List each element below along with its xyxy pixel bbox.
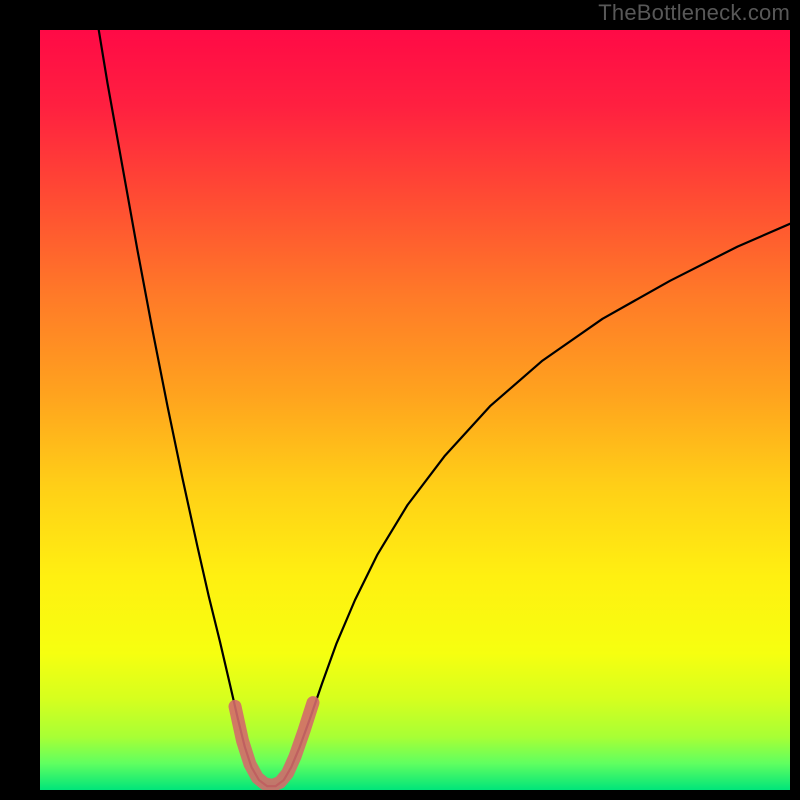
gradient-background — [40, 30, 790, 790]
watermark-text: TheBottleneck.com — [598, 0, 790, 26]
bottleneck-chart — [0, 0, 800, 800]
chart-frame: TheBottleneck.com — [0, 0, 800, 800]
